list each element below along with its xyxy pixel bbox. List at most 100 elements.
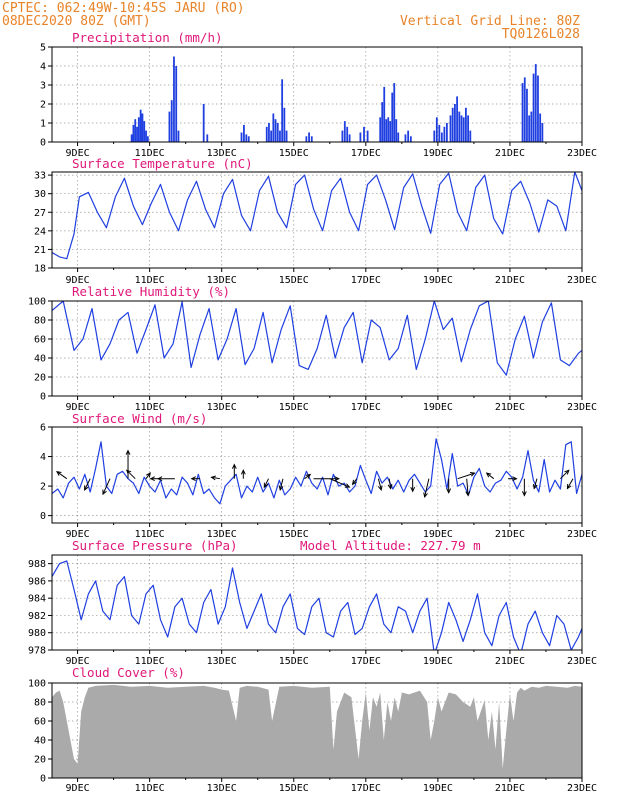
wind-arrow-shaft: [352, 478, 358, 485]
wind-arrow-head: [512, 476, 518, 482]
cloud-ytick-label: 40: [34, 736, 46, 747]
precip-bar: [379, 117, 382, 142]
pres-ytick-label: 986: [28, 576, 46, 587]
rh-xtick-label: 19DEC: [423, 402, 453, 413]
temp-series-line: [52, 172, 582, 260]
wind-arrow-head: [410, 486, 416, 493]
wind-arrow-head: [240, 469, 246, 475]
precip-ytick-label: 3: [40, 81, 46, 92]
wind-arrow-head: [377, 485, 383, 492]
precip-ytick-label: 5: [40, 43, 46, 54]
precip-ytick-label: 0: [40, 138, 46, 149]
precip-bar: [404, 134, 407, 142]
precip-xtick-label: 17DEC: [351, 148, 381, 159]
precip-bar: [348, 134, 351, 142]
cloud-xtick-label: 19DEC: [423, 783, 453, 794]
pres-ytick-label: 978: [28, 646, 46, 657]
rh-series-line: [52, 301, 582, 376]
precip-bar: [173, 56, 175, 142]
precip-bar: [270, 130, 273, 142]
precip-bar: [310, 136, 313, 142]
precip-bar: [391, 92, 394, 142]
precip-bar: [523, 77, 526, 142]
precip-bar: [363, 126, 365, 142]
rh-ytick-label: 80: [34, 316, 46, 327]
precip-bar: [469, 130, 472, 142]
pres-plot: [52, 560, 582, 650]
precip-bar: [521, 83, 524, 142]
rh-ytick-label: 0: [40, 392, 46, 403]
precip-bar: [534, 64, 537, 142]
cloud-ytick-label: 80: [34, 698, 46, 709]
wind-arrow-shaft: [279, 478, 284, 491]
wind-arrow-head: [210, 475, 216, 481]
wind-arrow-head: [56, 471, 62, 476]
precip-xtick-label: 15DEC: [279, 148, 309, 159]
cloud-ytick-label: 60: [34, 717, 46, 728]
temp-ytick-label: 33: [34, 171, 46, 182]
rh-xtick-label: 17DEC: [351, 402, 381, 413]
wind-xtick-label: 15DEC: [279, 529, 309, 540]
wind-arrow-shaft: [424, 478, 430, 498]
precip-bar: [341, 130, 344, 142]
wind-arrow-head: [532, 484, 538, 490]
rh-ytick-label: 40: [34, 354, 46, 365]
precip-bar: [285, 130, 288, 142]
panels-group: Precipitation (mm/h) 0 1 2 3 4 5 9DEC 11DEC 13DEC…: [28, 30, 597, 794]
temp-title: Surface Temperature (nC): [72, 156, 253, 171]
wind-arrow-head: [190, 476, 196, 482]
precip-bar: [537, 75, 539, 142]
precip-bar: [443, 126, 446, 142]
pres-xtick-label: 13DEC: [207, 656, 237, 667]
pres-annotation: Model Altitude: 227.79 m: [300, 538, 481, 553]
precip-ytick-label: 2: [40, 100, 46, 111]
pres-xtick-label: 11DEC: [135, 656, 165, 667]
wind-xtick-label: 23DEC: [567, 529, 597, 540]
precip-title: Precipitation (mm/h): [72, 30, 223, 45]
wind-arrow-shaft: [466, 478, 469, 496]
precip-bar: [387, 117, 390, 142]
rh-ytick-label: 60: [34, 335, 46, 346]
wind-arrow-head: [469, 472, 476, 477]
wind-arrow-shaft: [566, 478, 574, 489]
wind-arrow-head: [564, 469, 570, 475]
wind-arrow-head: [156, 476, 163, 482]
precip-bar: [274, 119, 277, 142]
pres-xtick-label: 15DEC: [279, 656, 309, 667]
wind-arrow-shaft: [457, 472, 475, 480]
precip-bar: [265, 126, 268, 142]
precip-bar: [145, 130, 147, 142]
precip-frame: [51, 46, 583, 143]
wind-frame: [51, 426, 583, 524]
precip-xtick-label: 13DEC: [207, 148, 237, 159]
precip-bar: [245, 134, 248, 142]
pres-frame: [51, 554, 583, 651]
wind-arrow-head: [125, 449, 131, 455]
wind-arrow-shaft: [84, 478, 91, 491]
precip-bar: [449, 115, 452, 142]
precip-bar: [240, 132, 243, 142]
precip-bar: [458, 111, 461, 142]
wind-arrow-head: [145, 472, 151, 478]
precip-bar: [136, 126, 138, 142]
temp-xtick-label: 9DEC: [66, 275, 90, 286]
wind-xtick-label: 19DEC: [423, 529, 453, 540]
rh-ytick-label: 20: [34, 373, 46, 384]
wind-ytick-label: 6: [40, 423, 46, 434]
precip-xtick-label: 19DEC: [423, 148, 453, 159]
wind-arrow-head: [446, 488, 452, 494]
precip-bar: [247, 136, 250, 142]
cloud-ytick-label: 100: [28, 679, 46, 690]
wind-arrow-shaft: [486, 472, 495, 480]
rh-xtick-label: 11DEC: [135, 402, 165, 413]
precip-bar: [175, 66, 178, 142]
precip-bar: [381, 102, 384, 142]
temp-xtick-label: 21DEC: [495, 275, 525, 286]
precip-bar: [202, 104, 205, 142]
cloud-xtick-label: 17DEC: [351, 783, 381, 794]
precip-bar: [383, 86, 386, 142]
wind-arrow-shaft: [56, 471, 68, 480]
precip-bar: [385, 119, 388, 142]
precip-bar: [139, 109, 142, 142]
precip-bar: [409, 136, 412, 142]
